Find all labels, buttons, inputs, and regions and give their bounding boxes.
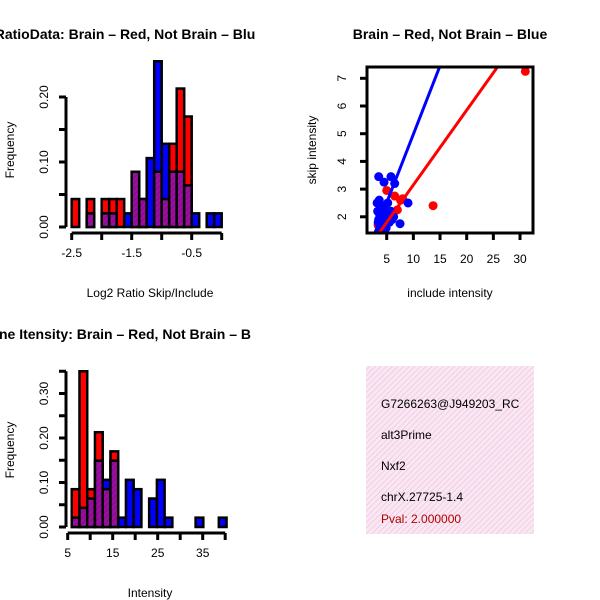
x-tick-label: 15: [106, 546, 120, 560]
fit-line-blue: [373, 67, 442, 233]
scatter-point-blue: [374, 172, 384, 182]
x-tick-label: 25: [151, 546, 165, 560]
y-tick-label: 4: [335, 158, 349, 165]
scatter-plot-area: [372, 67, 530, 233]
ratio-histogram-ylabel: Frequency: [3, 122, 17, 179]
scatter-frame: [365, 65, 535, 235]
scatter-title: Brain – Red, Not Brain – Blue: [353, 26, 548, 42]
info-location: chrX.27725-1.4: [381, 490, 463, 504]
intensity-histogram-ylabel: Frequency: [3, 422, 17, 479]
info-gene: Nxf2: [381, 459, 406, 473]
x-tick-label: -2.5: [61, 246, 82, 260]
scatter-point-red: [520, 67, 530, 76]
x-tick-label: 25: [487, 252, 501, 266]
y-tick-label: 2: [335, 213, 349, 220]
info-type: alt3Prime: [381, 428, 432, 442]
histogram-bar: [194, 516, 205, 529]
y-tick-label: 0.20: [37, 426, 51, 450]
info-pval: Pval: 2.000000: [381, 512, 461, 526]
scatter-point-blue: [403, 198, 413, 208]
ratio-histogram-xlabel: Log2 Ratio Skip/Include: [87, 286, 214, 300]
x-tick-label: -1.5: [121, 246, 142, 260]
intensity-histogram: ne Itensity: Brain – Red, Not Brain – B …: [0, 326, 251, 600]
intensity-histogram-title: ne Itensity: Brain – Red, Not Brain – B: [0, 326, 251, 342]
histogram-overlap-bar: [109, 459, 120, 529]
y-tick-label: 6: [335, 102, 349, 109]
histogram-bar: [70, 197, 81, 229]
y-tick-label: 3: [335, 185, 349, 192]
histogram-overlap-bar: [182, 184, 193, 229]
scatter-point-red: [382, 185, 392, 195]
y-tick-label: 7: [335, 75, 349, 82]
y-tick-label: 0.00: [37, 215, 51, 239]
x-tick-label: 10: [407, 252, 421, 266]
histogram-overlap-bar: [85, 212, 96, 229]
ratio-histogram-title: RatioData: Brain – Red, Not Brain – Blu: [0, 26, 255, 42]
scatter-point-blue: [379, 177, 389, 187]
y-tick-label: 0.10: [37, 470, 51, 494]
y-tick-label: 5: [335, 130, 349, 137]
info-box: G7266263@J949203_RC alt3Prime Nxf2 chrX.…: [366, 366, 534, 534]
x-tick-label: 15: [433, 252, 447, 266]
ratio-histogram: RatioData: Brain – Red, Not Brain – Blu …: [0, 26, 255, 300]
scatter-point-blue: [386, 172, 396, 182]
info-box-background: [366, 366, 534, 534]
histogram-bar: [217, 516, 228, 529]
info-id: G7266263@J949203_RC: [381, 397, 520, 411]
y-tick-label: 0.20: [37, 85, 51, 109]
y-tick-label: 0.10: [37, 150, 51, 174]
histogram-bar: [190, 212, 201, 229]
y-tick-label: 0.30: [37, 381, 51, 405]
histogram-bar: [155, 478, 166, 529]
scatter-point-red: [428, 201, 438, 211]
x-tick-label: -0.5: [181, 246, 202, 260]
x-tick-label: 5: [383, 252, 390, 266]
scatter-ylabel: skip intensity: [305, 116, 319, 185]
histogram-bar: [132, 487, 143, 529]
x-tick-label: 35: [196, 546, 210, 560]
scatter-point-blue: [395, 219, 405, 229]
scatter-xlabel: include intensity: [407, 286, 492, 300]
x-tick-label: 5: [64, 546, 71, 560]
x-tick-label: 20: [460, 252, 474, 266]
histogram-bar: [212, 212, 223, 229]
histogram-bar: [163, 516, 174, 529]
intensity-histogram-xlabel: Intensity: [128, 586, 173, 600]
fit-line-red: [377, 67, 500, 233]
x-tick-label: 30: [513, 252, 527, 266]
y-tick-label: 0.00: [37, 515, 51, 539]
intensity-scatter: Brain – Red, Not Brain – Blue include in…: [305, 26, 548, 300]
